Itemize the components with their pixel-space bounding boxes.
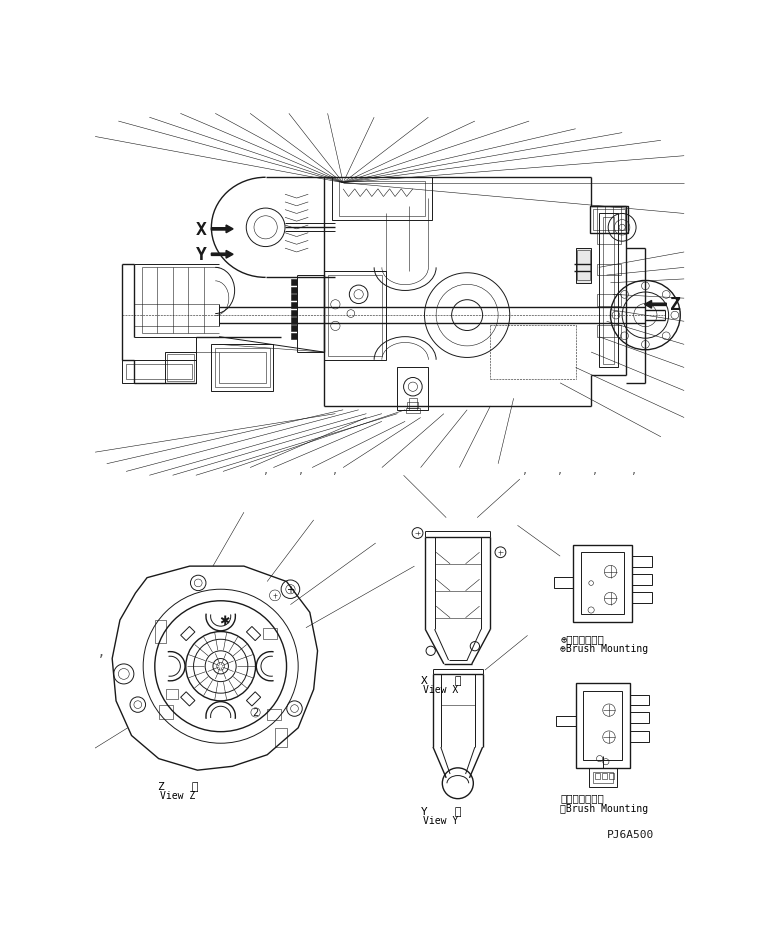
Text: Y: Y — [196, 246, 207, 264]
Bar — [632, 574, 651, 585]
Bar — [590, 207, 629, 233]
Bar — [154, 621, 167, 644]
Bar — [599, 214, 618, 368]
Bar — [215, 348, 269, 387]
Bar — [212, 345, 273, 391]
Text: Z    視: Z 視 — [158, 781, 199, 790]
Text: ,: , — [524, 463, 527, 476]
Text: Z: Z — [670, 296, 681, 314]
Bar — [397, 368, 428, 410]
Text: ⊕ブラシ取付法: ⊕ブラシ取付法 — [560, 633, 604, 644]
Text: ⊕Brush Mounting: ⊕Brush Mounting — [560, 644, 648, 653]
Text: View Z: View Z — [161, 790, 196, 801]
Text: ,: , — [298, 463, 303, 476]
Bar — [589, 768, 616, 787]
Bar — [123, 361, 196, 384]
Bar — [323, 272, 386, 361]
Bar — [409, 399, 417, 410]
Bar — [291, 280, 297, 286]
Bar — [275, 728, 287, 747]
Bar — [632, 593, 651, 604]
Text: 2: 2 — [253, 707, 259, 718]
Bar — [597, 233, 620, 245]
Bar — [584, 691, 622, 761]
Bar — [291, 310, 297, 316]
Bar — [575, 684, 630, 768]
Bar — [573, 545, 632, 622]
Bar — [554, 577, 573, 588]
Bar — [632, 557, 651, 567]
Bar — [602, 773, 607, 779]
Text: ,: , — [263, 463, 268, 476]
Bar — [597, 265, 620, 276]
Bar — [609, 773, 614, 779]
Bar — [159, 705, 173, 719]
Text: ,: , — [333, 463, 337, 476]
Bar — [577, 251, 590, 281]
Bar — [219, 352, 266, 384]
FancyArrow shape — [645, 301, 667, 308]
Bar — [595, 773, 600, 779]
Bar — [581, 553, 625, 614]
Text: ⑤ブラシ取付法: ⑤ブラシ取付法 — [560, 793, 604, 803]
Bar — [556, 716, 575, 726]
Text: Y    視: Y 視 — [421, 805, 461, 815]
Bar — [332, 178, 432, 221]
Bar — [291, 303, 297, 308]
Bar — [291, 295, 297, 301]
Text: ,: , — [632, 463, 635, 476]
Bar — [263, 628, 277, 640]
Text: ,: , — [593, 463, 597, 476]
Bar — [339, 182, 425, 216]
Text: ✱: ✱ — [219, 614, 230, 626]
Text: ⑤Brush Mounting: ⑤Brush Mounting — [560, 803, 648, 813]
Bar — [575, 248, 591, 284]
Text: View Y: View Y — [423, 815, 458, 825]
Bar — [291, 326, 297, 332]
Text: View X: View X — [423, 684, 458, 694]
Bar — [630, 695, 649, 705]
Bar — [291, 318, 297, 325]
Bar — [165, 352, 196, 384]
Text: +: + — [286, 585, 295, 595]
Bar — [328, 276, 382, 357]
Bar — [167, 689, 178, 699]
FancyArrow shape — [212, 251, 233, 259]
Text: ,: , — [99, 644, 103, 659]
Bar — [630, 713, 649, 724]
Text: X    視: X 視 — [421, 674, 461, 684]
Bar — [406, 408, 420, 413]
Text: ,: , — [558, 463, 562, 476]
Bar — [291, 288, 297, 293]
Bar — [603, 218, 614, 365]
FancyArrow shape — [212, 226, 233, 233]
Bar — [597, 326, 620, 337]
Bar — [126, 365, 192, 380]
Bar — [593, 772, 613, 783]
Bar — [593, 209, 626, 230]
Bar — [167, 355, 193, 381]
Bar — [291, 333, 297, 340]
Bar — [407, 403, 419, 408]
Text: PJ6A500: PJ6A500 — [607, 829, 654, 839]
Bar — [630, 731, 649, 742]
Bar — [597, 295, 620, 307]
Text: X: X — [196, 221, 207, 239]
Bar — [267, 709, 281, 721]
